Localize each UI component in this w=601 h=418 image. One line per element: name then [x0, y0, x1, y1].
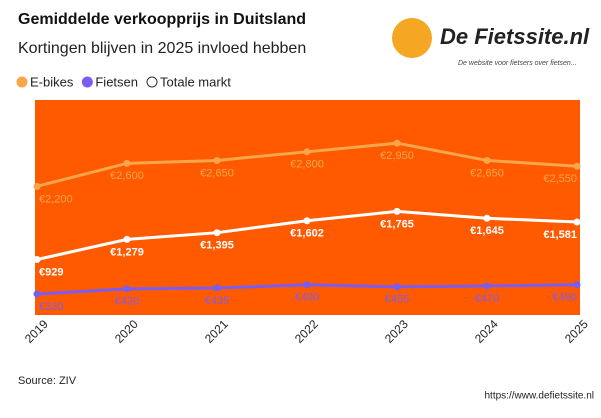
legend-marker — [16, 76, 28, 88]
data-point — [33, 256, 41, 264]
data-label: €470 — [475, 293, 499, 305]
data-label: €455 — [385, 294, 409, 306]
data-label: €1,279 — [110, 246, 144, 258]
data-point — [483, 214, 491, 222]
data-point — [573, 162, 581, 170]
x-tick-label: 2025 — [562, 317, 591, 346]
logo-tagline: De website voor fietsers over fietsen... — [458, 60, 577, 67]
legend-label: Fietsen — [95, 74, 138, 89]
data-label: €1,581 — [543, 229, 577, 241]
data-label: €2,800 — [290, 159, 324, 171]
plot-area — [35, 100, 580, 315]
data-point — [33, 182, 41, 190]
data-point — [393, 207, 401, 215]
legend-label: Totale markt — [160, 74, 231, 89]
chart-subtitle: Kortingen blijven in 2025 invloed hebben — [18, 40, 306, 57]
data-point — [303, 217, 311, 225]
x-tick-label: 2024 — [472, 317, 501, 346]
data-label: €2,550 — [543, 173, 577, 185]
data-point — [123, 235, 131, 243]
url: https://www.defietssite.nl — [485, 391, 595, 402]
x-tick-label: 2023 — [382, 317, 411, 346]
data-point — [303, 281, 311, 289]
legend-label: E-bikes — [30, 74, 74, 89]
x-tick-label: 2019 — [22, 317, 51, 346]
data-point — [123, 159, 131, 167]
data-label: €435 — [205, 295, 229, 307]
data-point — [483, 156, 491, 164]
source: Source: ZIV — [18, 375, 77, 387]
data-point — [33, 290, 41, 298]
data-label: €490 — [553, 292, 577, 304]
data-label: €330 — [39, 301, 63, 313]
data-point — [213, 156, 221, 164]
data-label: €1,645 — [470, 225, 504, 237]
data-point — [123, 285, 131, 293]
data-point — [393, 283, 401, 291]
data-label: €2,600 — [110, 170, 144, 182]
logo-icon — [392, 18, 432, 58]
data-point — [213, 229, 221, 237]
data-point — [573, 281, 581, 289]
legend: E-bikes Fietsen Totale markt — [16, 74, 231, 89]
data-point — [303, 148, 311, 156]
data-label: €929 — [39, 266, 63, 278]
legend-marker — [146, 76, 158, 88]
x-tick-label: 2020 — [112, 317, 141, 346]
logo: De Fietssite.nl — [440, 24, 590, 49]
data-label: €490 — [295, 292, 319, 304]
data-label: €1,765 — [380, 218, 414, 230]
data-point — [573, 218, 581, 226]
data-point — [483, 282, 491, 290]
data-label: €2,950 — [380, 150, 414, 162]
data-label: €1,395 — [200, 240, 234, 252]
legend-marker — [81, 76, 93, 88]
x-tick-label: 2021 — [202, 317, 231, 346]
data-point — [393, 139, 401, 147]
data-label: €2,200 — [39, 193, 73, 205]
data-label: €2,650 — [200, 167, 234, 179]
chart-title: Gemiddelde verkoopprijs in Duitsland — [18, 11, 306, 28]
data-label: €420 — [115, 296, 139, 308]
data-label: €1,602 — [290, 228, 324, 240]
data-point — [213, 284, 221, 292]
x-tick-label: 2022 — [292, 317, 321, 346]
data-label: €2,650 — [470, 167, 504, 179]
